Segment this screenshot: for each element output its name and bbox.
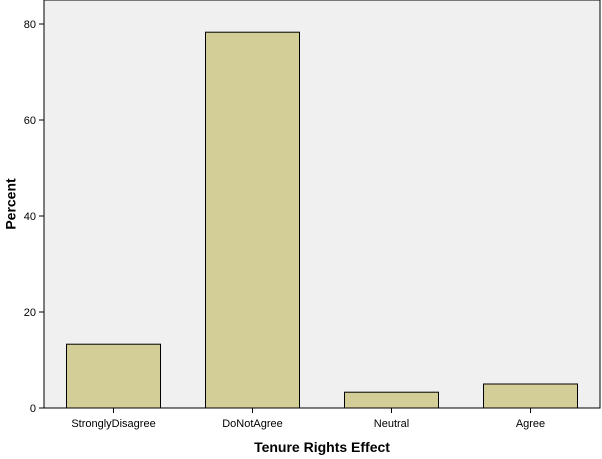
y-axis: 0 20 40 60 80 — [24, 19, 44, 415]
bar-neutral — [344, 391, 439, 409]
y-axis-title: Percent — [3, 178, 19, 230]
x-tick-label-agree: Agree — [516, 418, 545, 430]
x-axis: StronglyDisagree DoNotAgree Neutral Agree — [71, 408, 545, 430]
y-tick-label: 0 — [30, 403, 36, 415]
y-tick-label: 20 — [24, 307, 36, 319]
y-tick-label: 60 — [24, 115, 36, 127]
plot-area — [43, 0, 601, 409]
x-tick-label-neutral: Neutral — [374, 418, 409, 430]
x-axis-title: Tenure Rights Effect — [254, 439, 390, 455]
bar-stronglydisagree — [66, 343, 161, 409]
y-tick-label: 40 — [24, 211, 36, 223]
y-tick-label: 80 — [24, 19, 36, 31]
x-tick-label-donotagree: DoNotAgree — [222, 418, 283, 430]
bar-donotagree — [205, 31, 300, 409]
bar-agree — [483, 383, 578, 409]
x-tick-label-stronglydisagree: StronglyDisagree — [71, 418, 155, 430]
